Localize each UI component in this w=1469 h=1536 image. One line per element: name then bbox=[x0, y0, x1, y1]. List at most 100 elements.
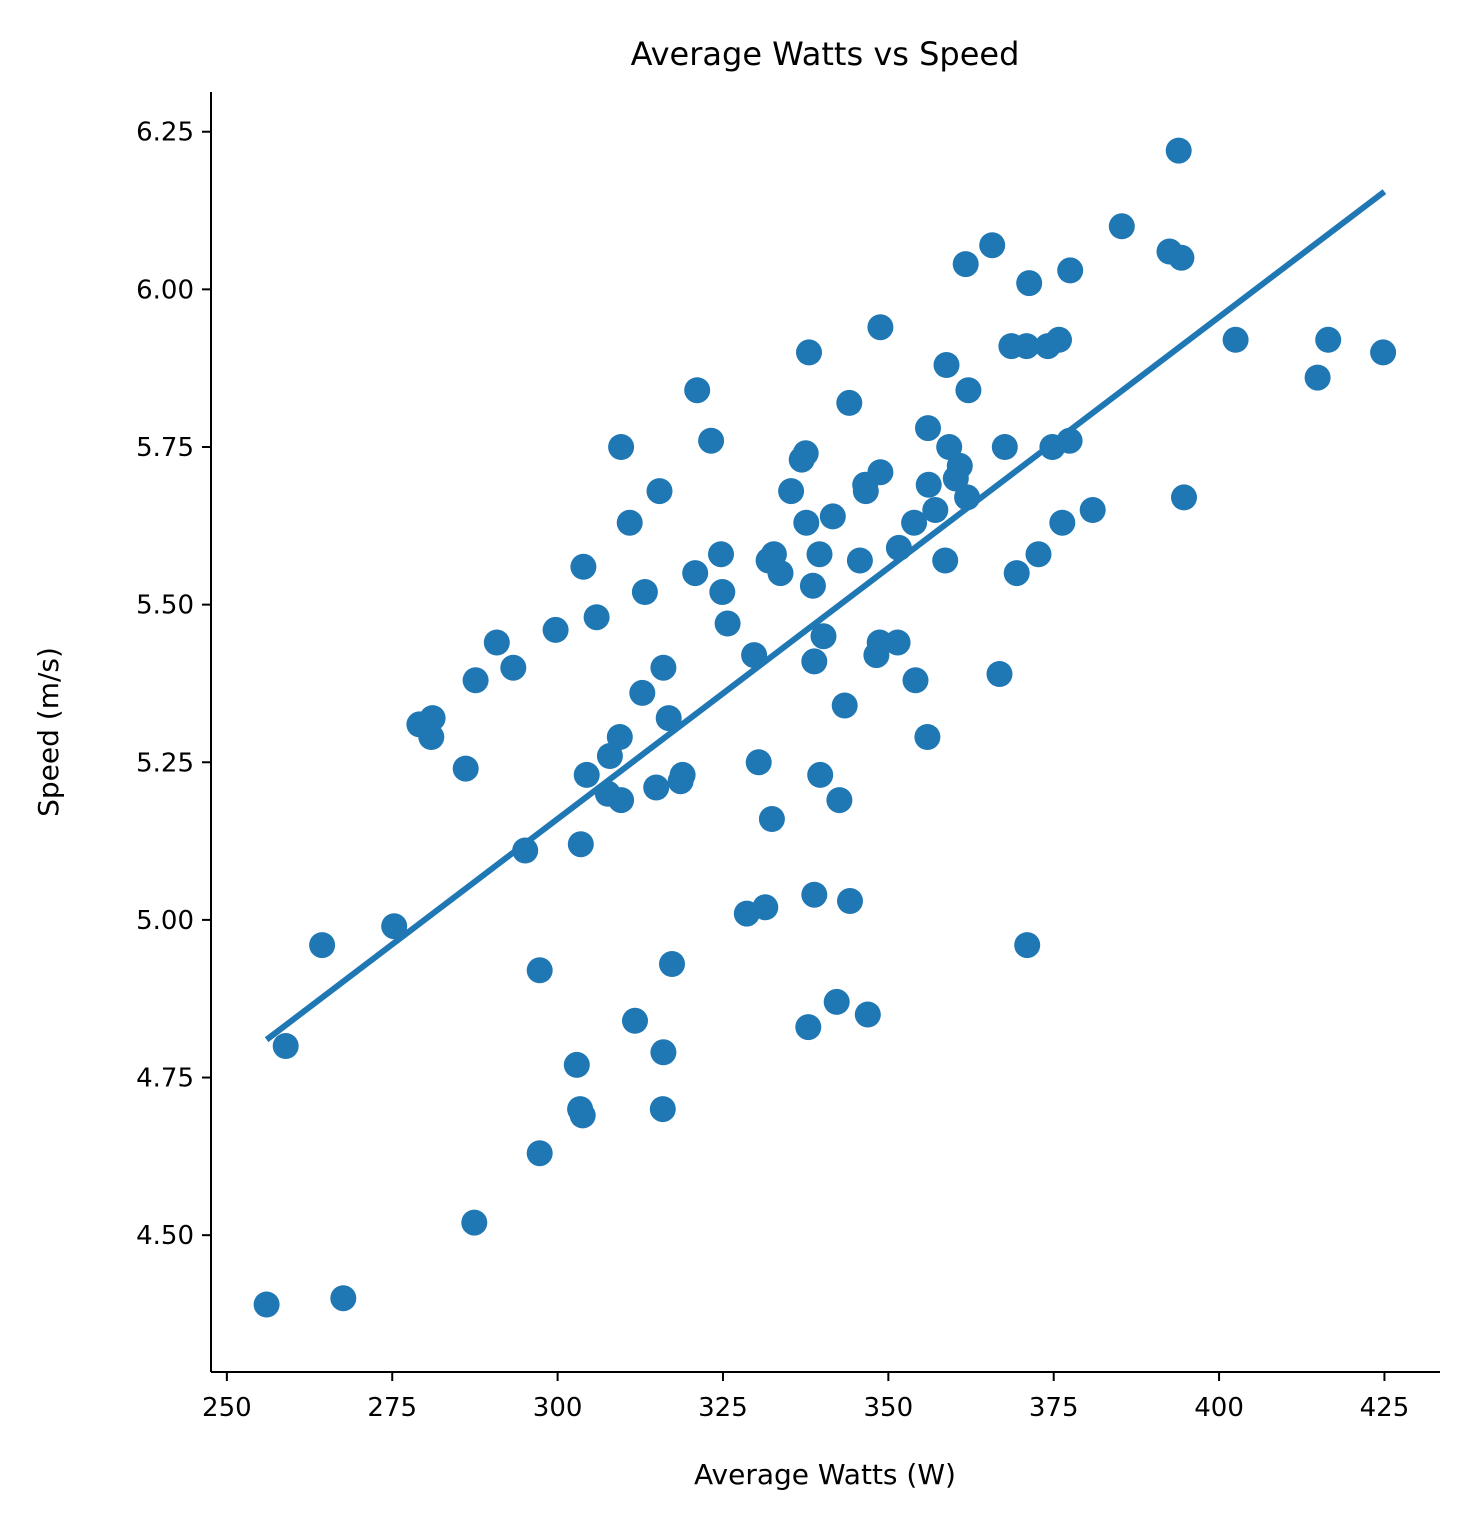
data-point bbox=[837, 888, 863, 914]
x-tick-label: 300 bbox=[533, 1393, 583, 1423]
data-point bbox=[452, 755, 479, 782]
x-tick-label: 425 bbox=[1360, 1393, 1410, 1423]
data-point bbox=[659, 951, 685, 977]
data-point bbox=[955, 377, 982, 404]
x-tick-label: 400 bbox=[1194, 1393, 1244, 1423]
data-point bbox=[512, 837, 539, 864]
data-point bbox=[622, 1007, 648, 1034]
data-point bbox=[1168, 244, 1195, 271]
trend-layer bbox=[264, 189, 1387, 1043]
data-point bbox=[649, 1096, 676, 1123]
data-point bbox=[330, 1285, 357, 1312]
x-tick-label: 250 bbox=[202, 1393, 252, 1423]
y-axis-title: Speed (m/s) bbox=[32, 647, 65, 817]
data-point bbox=[810, 623, 837, 650]
data-point bbox=[936, 434, 963, 460]
data-point bbox=[573, 761, 600, 788]
y-tick-label: 6.25 bbox=[136, 118, 194, 148]
data-point bbox=[646, 478, 673, 505]
data-point bbox=[884, 629, 911, 656]
data-point bbox=[631, 579, 658, 605]
data-point bbox=[826, 787, 853, 814]
data-point bbox=[569, 1102, 596, 1129]
data-point bbox=[1003, 560, 1030, 587]
data-point bbox=[846, 547, 873, 574]
data-point bbox=[922, 497, 949, 523]
y-tick-label: 6.00 bbox=[136, 275, 194, 305]
data-point bbox=[1370, 339, 1397, 366]
data-point bbox=[608, 434, 635, 460]
data-point bbox=[419, 705, 446, 732]
y-tick-label: 4.50 bbox=[136, 1221, 194, 1251]
data-point bbox=[418, 724, 445, 750]
x-tick-label: 375 bbox=[1029, 1393, 1079, 1423]
data-point bbox=[801, 648, 828, 675]
data-point bbox=[799, 572, 826, 599]
data-point bbox=[745, 749, 772, 776]
x-tick-label: 350 bbox=[864, 1393, 914, 1423]
data-point bbox=[1222, 326, 1249, 353]
y-tick-label: 5.25 bbox=[136, 748, 194, 778]
data-point bbox=[793, 509, 820, 536]
x-tick-label: 325 bbox=[698, 1393, 748, 1423]
data-point bbox=[915, 415, 941, 442]
data-point bbox=[708, 541, 734, 568]
data-point bbox=[1013, 333, 1040, 360]
data-point bbox=[952, 251, 979, 278]
data-point bbox=[629, 679, 656, 706]
data-point bbox=[778, 478, 805, 505]
chart-title: Average Watts vs Speed bbox=[631, 35, 1020, 73]
data-point bbox=[933, 352, 960, 378]
data-point bbox=[807, 761, 834, 788]
data-point bbox=[796, 339, 822, 366]
data-point bbox=[867, 459, 894, 486]
data-point bbox=[979, 232, 1006, 259]
x-axis-title: Average Watts (W) bbox=[694, 1458, 956, 1491]
data-point bbox=[801, 881, 828, 908]
x-tick-label: 275 bbox=[367, 1393, 417, 1423]
data-point bbox=[1016, 270, 1043, 297]
data-point bbox=[767, 560, 794, 587]
data-point bbox=[1057, 257, 1084, 284]
data-point bbox=[461, 1209, 488, 1236]
data-point bbox=[709, 579, 736, 605]
axes-layer bbox=[210, 92, 1440, 1373]
data-point bbox=[932, 547, 959, 574]
data-point bbox=[253, 1291, 280, 1318]
data-point bbox=[563, 1051, 590, 1078]
data-point bbox=[462, 667, 489, 694]
data-point bbox=[902, 667, 929, 694]
data-point bbox=[643, 774, 670, 801]
data-point bbox=[991, 434, 1018, 460]
data-point bbox=[1014, 932, 1041, 959]
data-point bbox=[867, 314, 894, 341]
data-point bbox=[1046, 326, 1072, 353]
data-point bbox=[650, 1039, 677, 1066]
data-point bbox=[1049, 509, 1076, 536]
data-point bbox=[682, 560, 709, 587]
data-point bbox=[1171, 484, 1197, 511]
data-point bbox=[795, 1014, 822, 1041]
data-point bbox=[852, 478, 879, 505]
data-point bbox=[986, 661, 1013, 687]
y-tick-label: 5.75 bbox=[136, 433, 194, 463]
data-point bbox=[901, 509, 928, 536]
data-point bbox=[542, 616, 569, 643]
data-point bbox=[836, 389, 863, 416]
data-point bbox=[606, 724, 633, 750]
data-point bbox=[500, 654, 527, 681]
data-point bbox=[792, 440, 819, 467]
data-point bbox=[819, 503, 846, 530]
points-layer bbox=[253, 137, 1397, 1318]
y-ticks: 4.50 4.75 5.00 5.25 5.50 5.75 6.00 6.25 bbox=[136, 118, 211, 1251]
data-point bbox=[669, 761, 696, 788]
y-tick-label: 4.75 bbox=[136, 1064, 194, 1094]
data-point bbox=[698, 427, 725, 454]
data-point bbox=[583, 604, 610, 631]
data-point bbox=[483, 629, 510, 656]
data-point bbox=[823, 988, 850, 1015]
data-point bbox=[758, 806, 785, 832]
data-point bbox=[567, 831, 594, 858]
data-point bbox=[831, 692, 858, 719]
